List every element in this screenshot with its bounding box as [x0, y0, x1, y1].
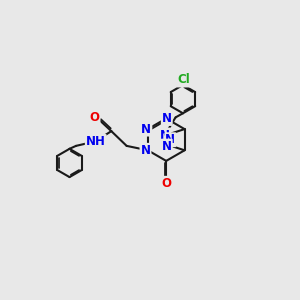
Text: NH: NH [86, 135, 106, 148]
Text: O: O [89, 111, 100, 124]
Text: N: N [140, 144, 151, 157]
Text: N: N [160, 129, 170, 142]
Text: N: N [162, 112, 172, 125]
Text: O: O [161, 177, 171, 190]
Text: Cl: Cl [177, 74, 190, 86]
Text: N: N [162, 140, 172, 153]
Text: N: N [165, 133, 175, 146]
Text: N: N [141, 123, 152, 136]
